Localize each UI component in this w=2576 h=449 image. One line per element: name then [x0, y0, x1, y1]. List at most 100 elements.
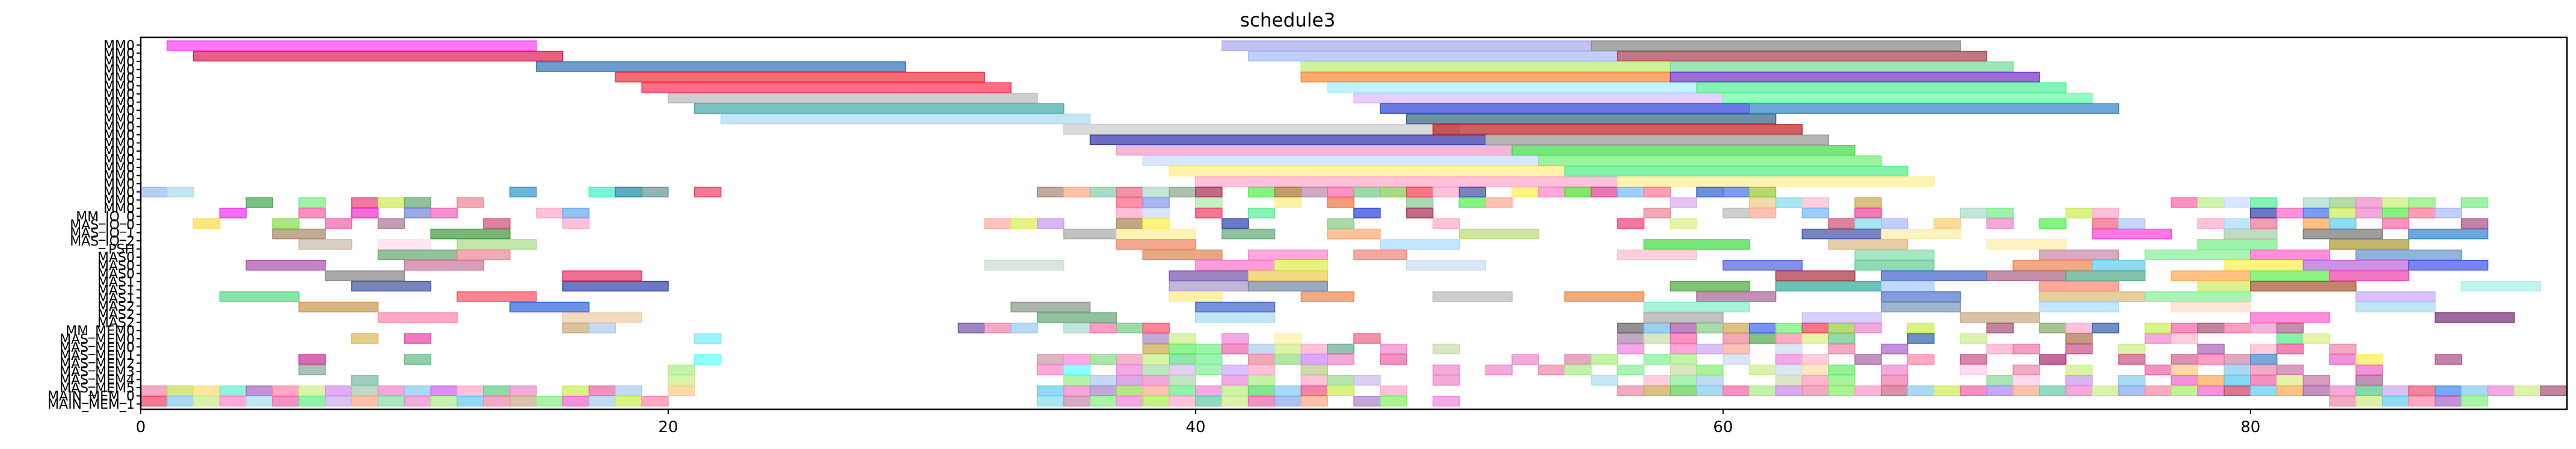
gantt-bar — [1960, 208, 1988, 218]
gantt-bar — [1327, 375, 1354, 386]
gantt-bar — [1933, 218, 1961, 229]
gantt-bar — [1828, 333, 1855, 344]
gantt-bar — [562, 323, 590, 333]
gantt-bar — [1169, 395, 1196, 407]
gantt-bar — [2250, 375, 2278, 386]
gantt-bar — [615, 187, 642, 197]
gantt-bar — [1564, 166, 1908, 177]
gantt-bar — [2224, 385, 2251, 397]
gantt-bar — [1142, 187, 1170, 197]
gantt-bar — [1116, 228, 1196, 240]
gantt-bar — [1696, 187, 1724, 197]
gantt-bar — [1169, 270, 1249, 281]
gantt-bar — [1670, 218, 1697, 229]
gantt-bar — [1828, 323, 1855, 333]
gantt-bar — [2091, 208, 2120, 218]
gantt-bar — [1380, 343, 1407, 355]
gantt-bar — [404, 208, 432, 218]
gantt-bar — [1960, 333, 1988, 344]
gantt-bar — [2329, 270, 2409, 281]
gantt-bar — [1986, 343, 2014, 355]
gantt-bar — [2434, 385, 2462, 397]
gantt-bar — [1010, 218, 1038, 229]
gantt-bar — [351, 385, 379, 397]
gantt-bar — [1221, 364, 1249, 376]
gantt-bar — [1116, 144, 1513, 156]
gantt-bar — [1986, 323, 2014, 333]
gantt-bar — [668, 375, 695, 386]
gantt-bar — [2012, 385, 2040, 397]
gantt-bar — [1854, 249, 1935, 261]
y-tick-label: MAS_MEM0 — [60, 332, 135, 347]
gantt-bar — [562, 395, 590, 407]
gantt-bar — [2329, 208, 2357, 218]
gantt-bar — [1432, 218, 1460, 229]
gantt-bar — [2461, 280, 2541, 292]
gantt-bar — [1142, 343, 1170, 355]
gantt-bar — [1775, 197, 1803, 208]
gantt-bar — [1617, 218, 1645, 229]
gantt-bar — [1221, 218, 1249, 229]
gantt-bar — [2224, 364, 2251, 376]
gantt-bar — [2224, 354, 2251, 365]
gantt-bar — [1617, 385, 1645, 397]
y-tick-label: MAS2 — [97, 316, 135, 331]
gantt-bar — [1485, 197, 1513, 208]
gantt-bar — [1142, 385, 1170, 397]
gantt-bar — [298, 385, 326, 397]
gantt-bar — [615, 395, 642, 407]
gantt-bar — [2065, 375, 2093, 386]
gantt-bar — [298, 302, 379, 313]
gantt-bar — [483, 395, 511, 407]
gantt-bar — [1142, 395, 1170, 407]
gantt-bar — [1617, 323, 1645, 333]
gantt-bar — [1089, 395, 1117, 407]
gantt-bar — [2434, 312, 2515, 323]
gantt-bar — [2039, 291, 2146, 302]
y-tick-label: MAS_IO_2 — [70, 234, 135, 249]
gantt-bar — [1247, 364, 1276, 376]
gantt-bar — [272, 395, 300, 407]
gantt-bar — [1564, 354, 1592, 365]
gantt-bar — [1775, 354, 1803, 365]
y-tick-label: MM0 — [103, 185, 135, 200]
gantt-bar — [1037, 312, 1117, 323]
gantt-bar — [562, 280, 669, 292]
gantt-bar — [984, 323, 1012, 333]
gantt-bar — [1432, 187, 1460, 197]
gantt-bar — [1116, 354, 1144, 365]
gantt-bar — [2382, 385, 2409, 397]
gantt-bar — [535, 395, 564, 407]
gantt-bar — [2355, 302, 2436, 313]
gantt-bar — [2065, 333, 2093, 344]
gantt-bar — [1247, 187, 1276, 197]
gantt-bar — [2329, 218, 2357, 229]
gantt-bar — [456, 385, 484, 397]
gantt-bar — [588, 395, 616, 407]
gantt-bar — [192, 385, 221, 397]
gantt-bar — [2302, 197, 2331, 208]
gantt-bar — [1037, 395, 1065, 407]
gantt-bar — [1300, 375, 1328, 386]
gantt-bar — [272, 385, 300, 397]
gantt-bar — [2408, 197, 2436, 208]
gantt-bar — [1748, 385, 1777, 397]
gantt-bar — [404, 354, 432, 365]
gantt-bar — [2171, 270, 2251, 281]
gantt-bar — [2513, 385, 2541, 397]
gantt-bar — [1380, 187, 1407, 197]
gantt-bar — [1828, 218, 1855, 229]
gantt-bar — [2039, 354, 2067, 365]
gantt-bar — [2171, 323, 2198, 333]
gantt-bar — [1643, 239, 1750, 250]
gantt-bar — [1696, 364, 1724, 376]
gantt-bar — [1353, 375, 1381, 386]
gantt-bar — [1723, 323, 1750, 333]
gantt-bar — [1432, 375, 1460, 386]
gantt-bar — [641, 395, 669, 407]
gantt-bar — [1221, 40, 1592, 51]
y-tick-label: MM0 — [103, 202, 135, 217]
y-tick-label: MM0 — [103, 55, 135, 70]
gantt-bar — [1881, 302, 1961, 313]
gantt-bar — [1854, 197, 1882, 208]
